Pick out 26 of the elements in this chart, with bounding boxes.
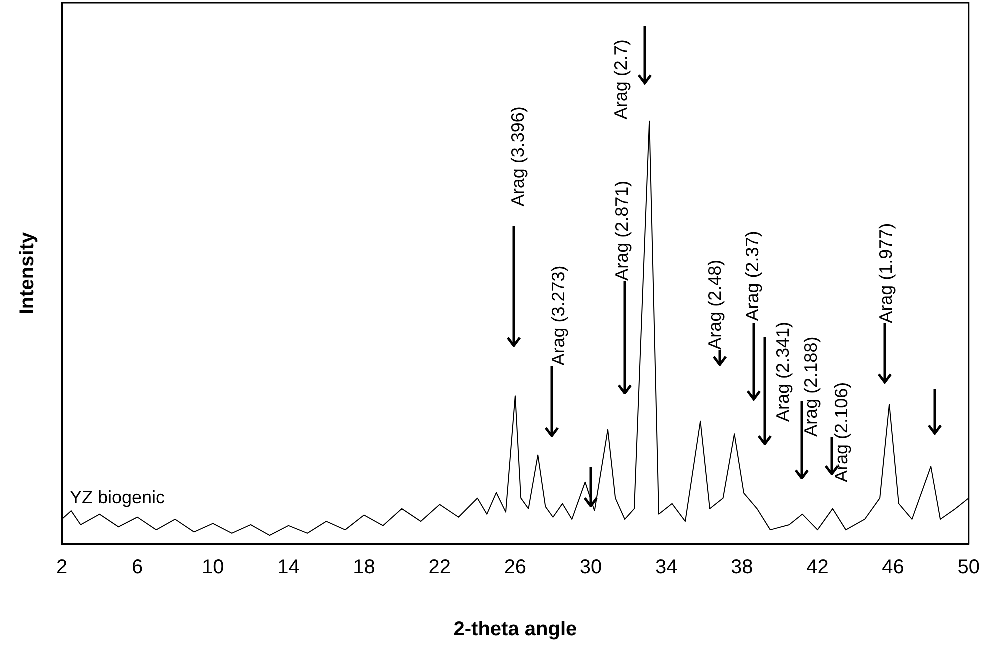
series-label: YZ biogenic xyxy=(70,487,166,508)
x-axis-title: 2-theta angle xyxy=(454,618,578,641)
annotation: Arag (3.273) xyxy=(548,266,568,366)
annotation: Arag (2.341) xyxy=(772,322,793,422)
annotation: Arag (2.188) xyxy=(801,336,822,437)
x-tick-label: 2 xyxy=(56,556,68,579)
x-tick-label: 42 xyxy=(806,556,829,579)
annotation: Arag (2.48) xyxy=(705,260,726,350)
annotation: Arag (2.106) xyxy=(831,382,852,482)
x-tick-label: 26 xyxy=(504,556,527,579)
y-axis-title: Intensity xyxy=(16,232,39,315)
x-tick-label: 18 xyxy=(353,556,376,579)
annotation: Arag (3.396) xyxy=(508,106,528,207)
annotation: Arag (2.37) xyxy=(742,231,762,322)
text: Arag (2.7) xyxy=(611,40,632,120)
x-tick-label: 34 xyxy=(655,556,678,579)
annotation: Arag (2.871) xyxy=(612,180,632,281)
x-tick-label: 14 xyxy=(278,556,300,579)
x-tick-label: 10 xyxy=(202,556,224,579)
x-tick-label: 50 xyxy=(958,556,980,579)
x-tick-label: 38 xyxy=(731,556,754,579)
x-tick-label: 46 xyxy=(882,556,904,579)
x-tick-label: 22 xyxy=(428,556,451,579)
x-tick-label: 30 xyxy=(580,556,602,579)
annotation: Arag (1.977) xyxy=(876,223,896,324)
x-tick-label: 6 xyxy=(132,556,144,579)
